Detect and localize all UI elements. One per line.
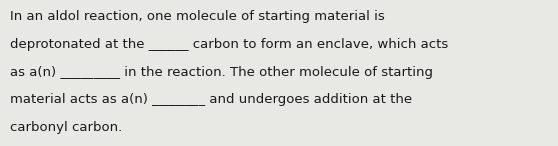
Text: as a(n) _________ in the reaction. The other molecule of starting: as a(n) _________ in the reaction. The o… [10,66,433,79]
Text: In an aldol reaction, one molecule of starting material is: In an aldol reaction, one molecule of st… [10,10,385,23]
Text: carbonyl carbon.: carbonyl carbon. [10,121,122,134]
Text: material acts as a(n) ________ and undergoes addition at the: material acts as a(n) ________ and under… [10,93,412,106]
Text: deprotonated at the ______ carbon to form an enclave, which acts: deprotonated at the ______ carbon to for… [10,38,448,51]
